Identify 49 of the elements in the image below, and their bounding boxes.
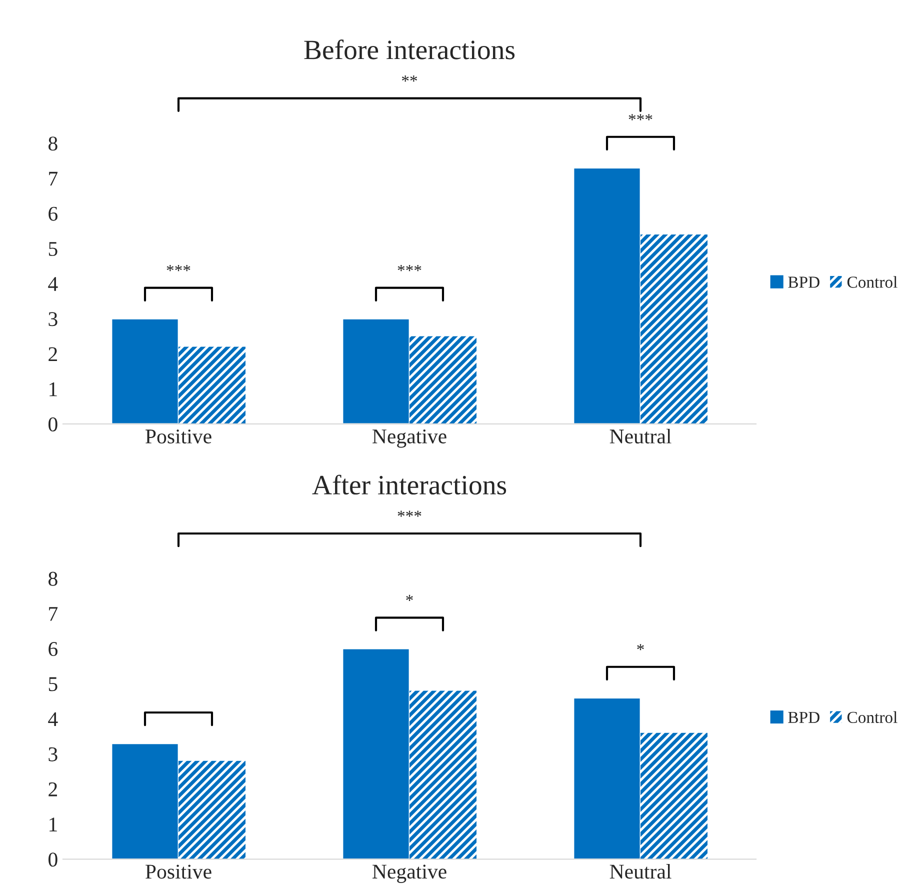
bar [572,697,642,860]
y-tick-label: 0 [48,852,58,867]
bar [410,690,476,860]
bar [178,760,246,860]
y-tick-label: 1 [50,382,57,396]
x-tick-label: Neutral [610,428,672,444]
y-tick-label: 3 [48,312,58,326]
y-tick-label: 4 [48,712,58,726]
x-tick-label: Neutral [610,864,672,879]
y-tick-label: 8 [48,136,58,151]
bar [342,648,410,860]
x-tick-label: Negative [372,864,446,883]
y-tick-label: 4 [48,277,58,291]
y-tick-label: 6 [48,206,58,221]
bar [640,732,708,860]
bar [640,234,708,424]
x-tick-label: Positive [146,430,212,444]
legend-label: Control [847,711,898,724]
chart-title: After interactions [312,474,506,495]
y-tick-label: 7 [49,607,58,621]
text: *** [398,510,422,517]
bar [410,336,476,424]
annotation: * [406,594,413,602]
bar [178,346,246,424]
y-tick-label: 2 [48,782,57,796]
y-tick-label: 6 [48,642,58,656]
annotation: *** [166,265,190,272]
y-tick-label: 7 [49,172,58,186]
annotation: * [637,644,644,650]
annotation: *** [398,265,422,272]
bar [342,318,410,424]
text: ** [402,75,418,82]
y-tick-label: 5 [48,242,58,256]
y-tick-label: 8 [48,572,58,586]
bar [572,167,642,424]
chart-title: Before interactions [304,40,515,60]
y-tick-label: 5 [48,677,58,692]
text: *** [628,114,652,120]
x-tick-label: Negative [372,429,446,448]
x-tick-label: Positive [146,864,212,879]
y-tick-label: 0 [48,417,58,432]
y-tick-label: 1 [50,818,57,832]
y-tick-label: 3 [48,747,58,762]
bar [110,742,180,860]
legend-label: BPD [788,712,820,723]
y-tick-label: 2 [48,347,57,362]
bar [110,318,180,424]
legend-label: BPD [788,276,820,288]
legend-label: Control [847,276,898,288]
